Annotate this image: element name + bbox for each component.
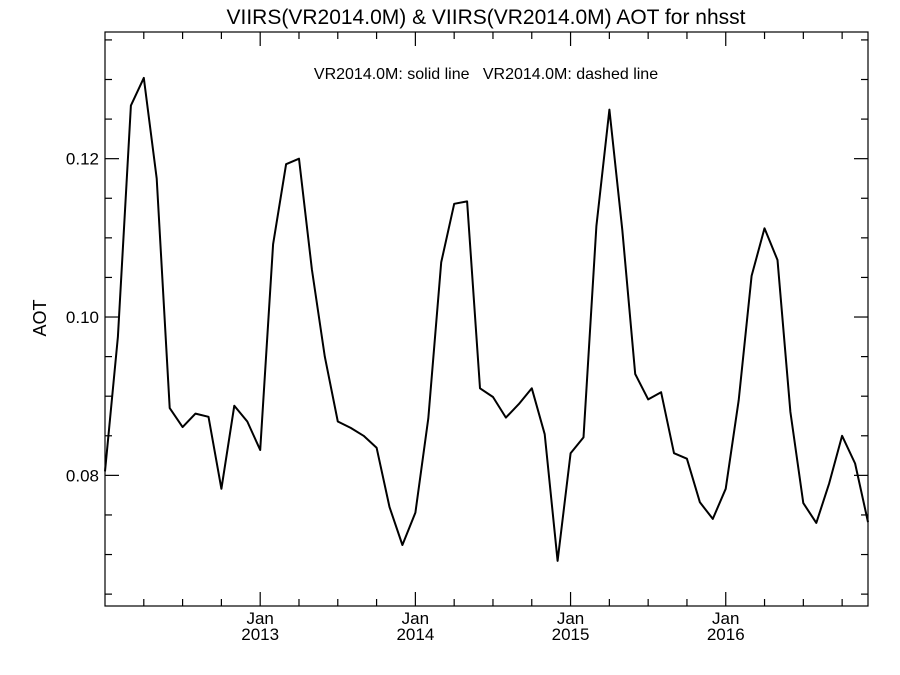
y-tick-label: 0.08	[66, 466, 99, 485]
chart-title: VIIRS(VR2014.0M) & VIIRS(VR2014.0M) AOT …	[227, 6, 746, 29]
x-tick-label-month: Jan	[246, 609, 273, 628]
y-tick-label: 0.12	[66, 150, 99, 169]
legend-text: VR2014.0M: solid line VR2014.0M: dashed …	[314, 66, 658, 83]
x-tick-label-year: 2015	[552, 625, 590, 644]
series-line-solid	[104, 76, 869, 562]
axis-ticks	[105, 32, 868, 606]
plot-frame	[104, 31, 869, 607]
y-axis-label: AOT	[30, 299, 50, 336]
x-tick-label-year: 2016	[707, 625, 745, 644]
series-layer	[104, 76, 869, 562]
y-tick-label: 0.10	[66, 308, 99, 327]
x-tick-label-year: 2013	[241, 625, 279, 644]
x-tick-label-month: Jan	[712, 609, 739, 628]
x-tick-label-year: 2014	[396, 625, 434, 644]
x-tick-label-month: Jan	[557, 609, 584, 628]
x-tick-label-month: Jan	[402, 609, 429, 628]
